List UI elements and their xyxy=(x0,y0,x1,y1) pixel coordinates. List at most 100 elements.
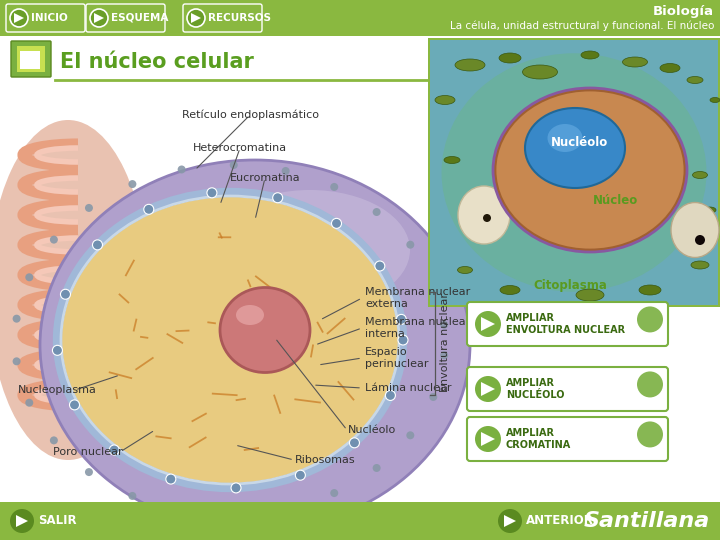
Bar xyxy=(0,36,720,84)
Ellipse shape xyxy=(581,51,599,59)
Text: Envoltura nuclear: Envoltura nuclear xyxy=(440,294,450,393)
Ellipse shape xyxy=(441,53,706,292)
Ellipse shape xyxy=(691,261,709,269)
Text: Ribosomas: Ribosomas xyxy=(295,455,356,465)
Bar xyxy=(17,46,45,72)
Circle shape xyxy=(637,372,663,397)
Ellipse shape xyxy=(499,53,521,63)
Ellipse shape xyxy=(236,305,264,325)
Circle shape xyxy=(396,314,406,325)
Polygon shape xyxy=(94,13,104,23)
Ellipse shape xyxy=(576,289,604,301)
Polygon shape xyxy=(481,317,495,331)
Text: CROMATINA: CROMATINA xyxy=(506,440,571,450)
Circle shape xyxy=(498,509,522,533)
Circle shape xyxy=(13,357,21,366)
Text: Nucléolo: Nucléolo xyxy=(552,137,608,150)
Circle shape xyxy=(231,483,241,493)
Ellipse shape xyxy=(455,59,485,71)
Circle shape xyxy=(273,193,283,202)
Circle shape xyxy=(637,421,663,448)
Circle shape xyxy=(331,218,341,228)
Bar xyxy=(0,502,720,540)
Text: ANTERIOR: ANTERIOR xyxy=(526,515,594,528)
Circle shape xyxy=(330,183,338,191)
Text: Retículo endoplasmático: Retículo endoplasmático xyxy=(181,110,318,120)
Ellipse shape xyxy=(458,186,510,244)
Circle shape xyxy=(406,431,414,440)
Text: ESQUEMA: ESQUEMA xyxy=(111,13,168,23)
Text: AMPLIAR: AMPLIAR xyxy=(506,428,555,438)
Circle shape xyxy=(695,235,705,245)
Circle shape xyxy=(128,180,136,188)
Circle shape xyxy=(25,273,33,281)
Circle shape xyxy=(128,492,136,500)
Circle shape xyxy=(187,9,205,27)
Text: Poro nuclear: Poro nuclear xyxy=(53,447,123,457)
Ellipse shape xyxy=(704,207,716,213)
Text: NUCLÉOLO: NUCLÉOLO xyxy=(506,390,564,400)
Text: Lámina nuclear: Lámina nuclear xyxy=(365,383,451,393)
Circle shape xyxy=(475,426,501,452)
Text: Membrana nuclear
externa: Membrana nuclear externa xyxy=(365,287,470,309)
Ellipse shape xyxy=(0,120,148,460)
Text: Membrana nuclear
interna: Membrana nuclear interna xyxy=(365,317,470,339)
Ellipse shape xyxy=(500,286,520,294)
FancyBboxPatch shape xyxy=(467,367,668,411)
Circle shape xyxy=(385,390,395,401)
Circle shape xyxy=(178,507,186,515)
Text: Santillana: Santillana xyxy=(584,511,710,531)
Circle shape xyxy=(13,315,21,323)
Text: Heterocromatina: Heterocromatina xyxy=(193,143,287,153)
Circle shape xyxy=(429,393,437,401)
Circle shape xyxy=(53,345,63,355)
Ellipse shape xyxy=(210,190,410,310)
Circle shape xyxy=(330,489,338,497)
Circle shape xyxy=(375,261,384,271)
Text: RECURSOS: RECURSOS xyxy=(208,13,271,23)
Circle shape xyxy=(85,204,93,212)
Text: SALIR: SALIR xyxy=(38,515,76,528)
Ellipse shape xyxy=(547,124,582,152)
Polygon shape xyxy=(481,382,495,396)
Ellipse shape xyxy=(435,96,455,105)
Circle shape xyxy=(429,279,437,287)
Text: Núcleo: Núcleo xyxy=(593,193,638,206)
FancyBboxPatch shape xyxy=(183,4,262,32)
FancyBboxPatch shape xyxy=(6,4,85,32)
Bar xyxy=(428,38,720,307)
Polygon shape xyxy=(191,13,201,23)
Circle shape xyxy=(144,204,154,214)
Circle shape xyxy=(60,289,71,299)
Polygon shape xyxy=(14,13,24,23)
Circle shape xyxy=(230,511,238,519)
Ellipse shape xyxy=(60,195,400,485)
Ellipse shape xyxy=(457,267,472,273)
Text: El núcleo celular: El núcleo celular xyxy=(60,52,254,72)
Ellipse shape xyxy=(693,172,708,179)
Ellipse shape xyxy=(710,98,720,103)
Polygon shape xyxy=(481,432,495,446)
Circle shape xyxy=(70,400,79,410)
Circle shape xyxy=(440,321,448,329)
Circle shape xyxy=(440,351,448,359)
Ellipse shape xyxy=(671,202,719,258)
Polygon shape xyxy=(504,515,516,527)
Circle shape xyxy=(295,470,305,480)
Circle shape xyxy=(10,509,34,533)
Circle shape xyxy=(207,188,217,198)
Bar xyxy=(0,0,720,36)
FancyBboxPatch shape xyxy=(11,41,51,77)
Bar xyxy=(430,40,718,305)
Circle shape xyxy=(282,505,289,513)
Text: Eucromatina: Eucromatina xyxy=(230,173,300,183)
Text: Nucléolo: Nucléolo xyxy=(348,425,396,435)
Text: Biología: Biología xyxy=(653,5,714,18)
Circle shape xyxy=(109,445,120,455)
Text: AMPLIAR: AMPLIAR xyxy=(506,378,555,388)
Circle shape xyxy=(373,208,381,216)
Circle shape xyxy=(230,161,238,169)
Ellipse shape xyxy=(660,64,680,72)
Circle shape xyxy=(475,311,501,337)
Circle shape xyxy=(166,474,176,484)
